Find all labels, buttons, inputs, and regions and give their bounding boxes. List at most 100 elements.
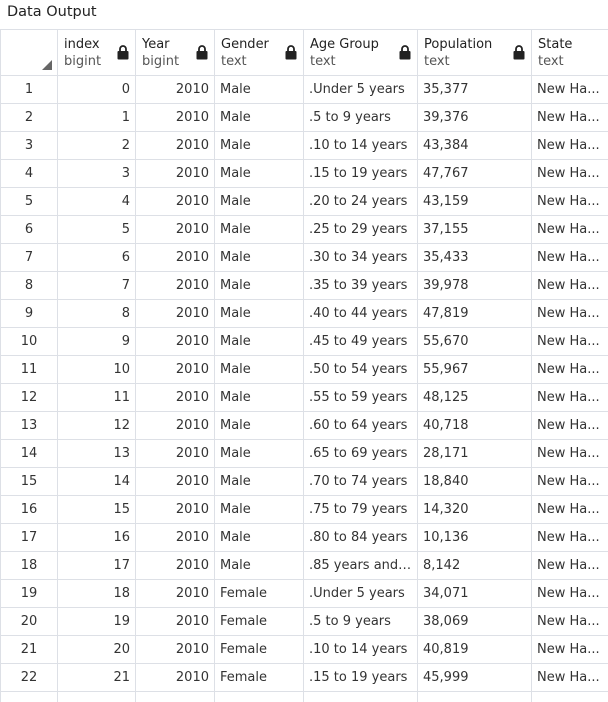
cell-population[interactable]: 35,433 [417, 243, 532, 272]
table-row[interactable]: 3 2 2010 Male .10 to 14 years 43,384 New Ha... [0, 131, 608, 160]
cell-state[interactable]: New Ha... [531, 327, 608, 356]
cell-index[interactable]: 9 [57, 327, 136, 356]
cell-year[interactable]: 2010 [135, 243, 215, 272]
cell-state[interactable]: New Ha... [531, 663, 608, 692]
cell-year[interactable]: 2010 [135, 467, 215, 496]
cell-population[interactable]: 45,999 [417, 663, 532, 692]
cell-state[interactable]: New Ha... [531, 187, 608, 216]
cell-index[interactable]: 12 [57, 411, 136, 440]
cell-age-group[interactable]: .20 to 24 years [303, 187, 418, 216]
table-row[interactable]: 18 17 2010 Male .85 years and o... 8,142 New H… [0, 551, 608, 580]
cell-index[interactable]: 4 [57, 187, 136, 216]
table-row[interactable]: 6 5 2010 Male .25 to 29 years 37,155 New Ha... [0, 215, 608, 244]
cell-age-group[interactable]: .Under 5 years [303, 579, 418, 608]
cell-year[interactable]: 2010 [135, 187, 215, 216]
cell-year[interactable]: 2010 [135, 271, 215, 300]
row-number[interactable]: 5 [0, 187, 58, 216]
cell-gender[interactable]: Male [214, 103, 304, 132]
cell-population[interactable]: 39,376 [417, 103, 532, 132]
cell-index[interactable]: 20 [57, 635, 136, 664]
cell-index[interactable]: 21 [57, 663, 136, 692]
table-row[interactable]: 7 6 2010 Male .30 to 34 years 35,433 New Ha... [0, 243, 608, 272]
cell-population[interactable]: 18,840 [417, 467, 532, 496]
cell-index[interactable]: 18 [57, 579, 136, 608]
cell-gender[interactable]: Female [214, 607, 304, 636]
cell-year[interactable]: 2010 [135, 355, 215, 384]
table-row[interactable]: 17 16 2010 Male .80 to 84 years 10,136 New Ha.… [0, 523, 608, 552]
cell-population[interactable]: 35,377 [417, 75, 532, 104]
cell-index[interactable]: 15 [57, 495, 136, 524]
cell-population[interactable]: 47,819 [417, 299, 532, 328]
table-row[interactable]: 2 1 2010 Male .5 to 9 years 39,376 New Ha... [0, 103, 608, 132]
cell-age-group[interactable]: .25 to 29 years [303, 215, 418, 244]
cell-population[interactable]: 34,071 [417, 579, 532, 608]
cell-index[interactable]: 16 [57, 523, 136, 552]
cell-state[interactable]: New Ha... [531, 299, 608, 328]
cell-index[interactable]: 11 [57, 383, 136, 412]
cell-population[interactable]: 38,069 [417, 607, 532, 636]
cell-index[interactable]: 1 [57, 103, 136, 132]
cell-gender[interactable]: Male [214, 243, 304, 272]
cell-age-group[interactable]: .45 to 49 years [303, 327, 418, 356]
row-number[interactable]: 13 [0, 411, 58, 440]
cell-age-group[interactable]: .15 to 19 years [303, 663, 418, 692]
cell-population[interactable]: 43,384 [417, 131, 532, 160]
cell-age-group[interactable]: .15 to 19 years [303, 159, 418, 188]
cell-year[interactable]: 2010 [135, 383, 215, 412]
cell-index[interactable]: 8 [57, 299, 136, 328]
row-number[interactable]: 2 [0, 103, 58, 132]
cell-state[interactable]: New Ha... [531, 215, 608, 244]
data-output-grid[interactable]: index bigint Year bigint Gender text Age… [0, 29, 608, 702]
cell-population[interactable]: 47,767 [417, 159, 532, 188]
cell-gender[interactable]: Male [214, 495, 304, 524]
row-number[interactable]: 3 [0, 131, 58, 160]
cell-population[interactable]: 37,155 [417, 215, 532, 244]
cell-population[interactable]: 14,320 [417, 495, 532, 524]
cell-year[interactable]: 2010 [135, 131, 215, 160]
table-row[interactable]: 16 15 2010 Male .75 to 79 years 14,320 New Ha.… [0, 495, 608, 524]
cell-age-group[interactable]: .10 to 14 years [303, 635, 418, 664]
cell-year[interactable]: 2010 [135, 439, 215, 468]
row-number[interactable]: 22 [0, 663, 58, 692]
row-number[interactable]: 9 [0, 299, 58, 328]
table-row[interactable]: 1 0 2010 Male .Under 5 years 35,377 New Ha... [0, 75, 608, 104]
cell-year[interactable]: 2010 [135, 663, 215, 692]
table-row[interactable]: 19 18 2010 Female .Under 5 years 34,071 New Ha… [0, 579, 608, 608]
cell-age-group[interactable]: .10 to 14 years [303, 131, 418, 160]
cell-age-group[interactable]: .80 to 84 years [303, 523, 418, 552]
cell-state[interactable]: New Ha... [531, 271, 608, 300]
cell-population[interactable]: 43,159 [417, 187, 532, 216]
cell-state[interactable]: New Ha... [531, 579, 608, 608]
cell-index[interactable]: 19 [57, 607, 136, 636]
row-number[interactable]: 14 [0, 439, 58, 468]
cell-state[interactable]: New Ha... [531, 411, 608, 440]
row-number[interactable]: 12 [0, 383, 58, 412]
cell-year[interactable]: 2010 [135, 523, 215, 552]
row-number[interactable]: 21 [0, 635, 58, 664]
cell-year[interactable]: 2010 [135, 495, 215, 524]
row-number[interactable]: 15 [0, 467, 58, 496]
cell-index[interactable]: 0 [57, 75, 136, 104]
cell-year[interactable]: 2010 [135, 327, 215, 356]
table-row[interactable]: 21 20 2010 Female .10 to 14 years 40,819 New H… [0, 635, 608, 664]
cell-gender[interactable]: Male [214, 75, 304, 104]
cell-year[interactable]: 2010 [135, 103, 215, 132]
table-row[interactable]: 12 11 2010 Male .55 to 59 years 48,125 New Ha.… [0, 383, 608, 412]
cell-index[interactable]: 14 [57, 467, 136, 496]
select-all-corner[interactable] [0, 29, 58, 76]
cell-state[interactable]: New Ha... [531, 551, 608, 580]
column-header-gender[interactable]: Gender text [214, 29, 304, 76]
cell-age-group[interactable]: .35 to 39 years [303, 271, 418, 300]
row-number[interactable]: 7 [0, 243, 58, 272]
cell-age-group[interactable]: .5 to 9 years [303, 103, 418, 132]
cell-age-group[interactable]: .30 to 34 years [303, 243, 418, 272]
row-number[interactable]: 17 [0, 523, 58, 552]
cell-index[interactable]: 3 [57, 159, 136, 188]
cell-index[interactable]: 17 [57, 551, 136, 580]
cell-year[interactable]: 2010 [135, 159, 215, 188]
row-number[interactable]: 8 [0, 271, 58, 300]
cell-population[interactable]: 40,718 [417, 411, 532, 440]
cell-gender[interactable]: Male [214, 159, 304, 188]
cell-population[interactable]: 48,125 [417, 383, 532, 412]
cell-gender[interactable]: Male [214, 439, 304, 468]
